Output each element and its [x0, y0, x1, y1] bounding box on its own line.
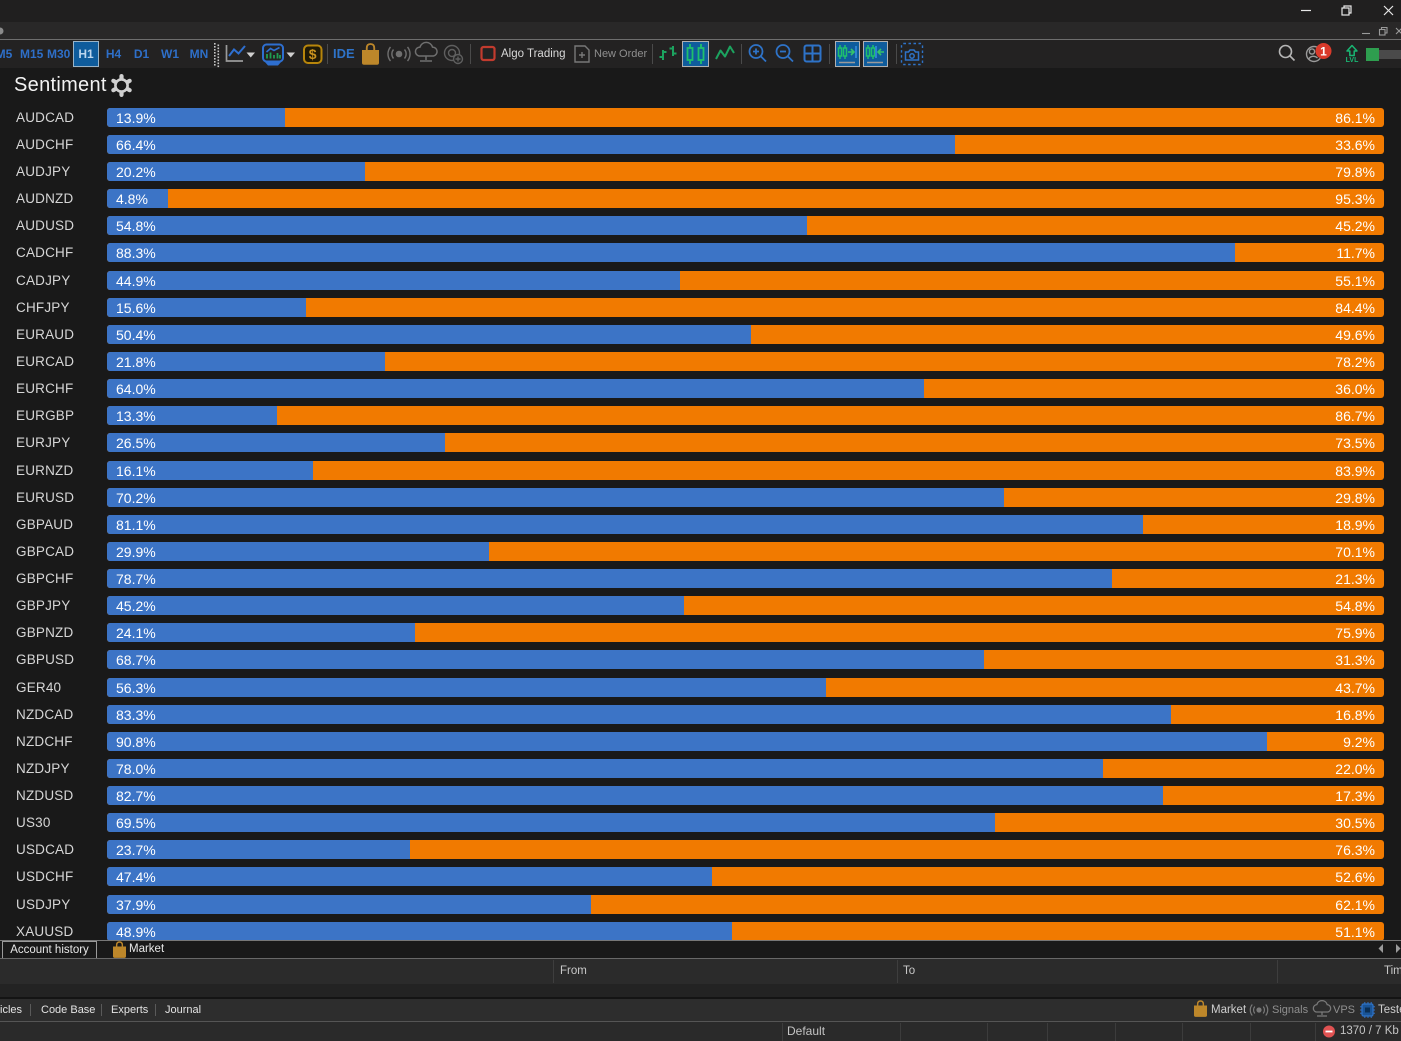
svg-text:$: $: [309, 46, 317, 62]
svg-text:1: 1: [1320, 45, 1327, 59]
svg-text:LVL: LVL: [1346, 57, 1359, 64]
